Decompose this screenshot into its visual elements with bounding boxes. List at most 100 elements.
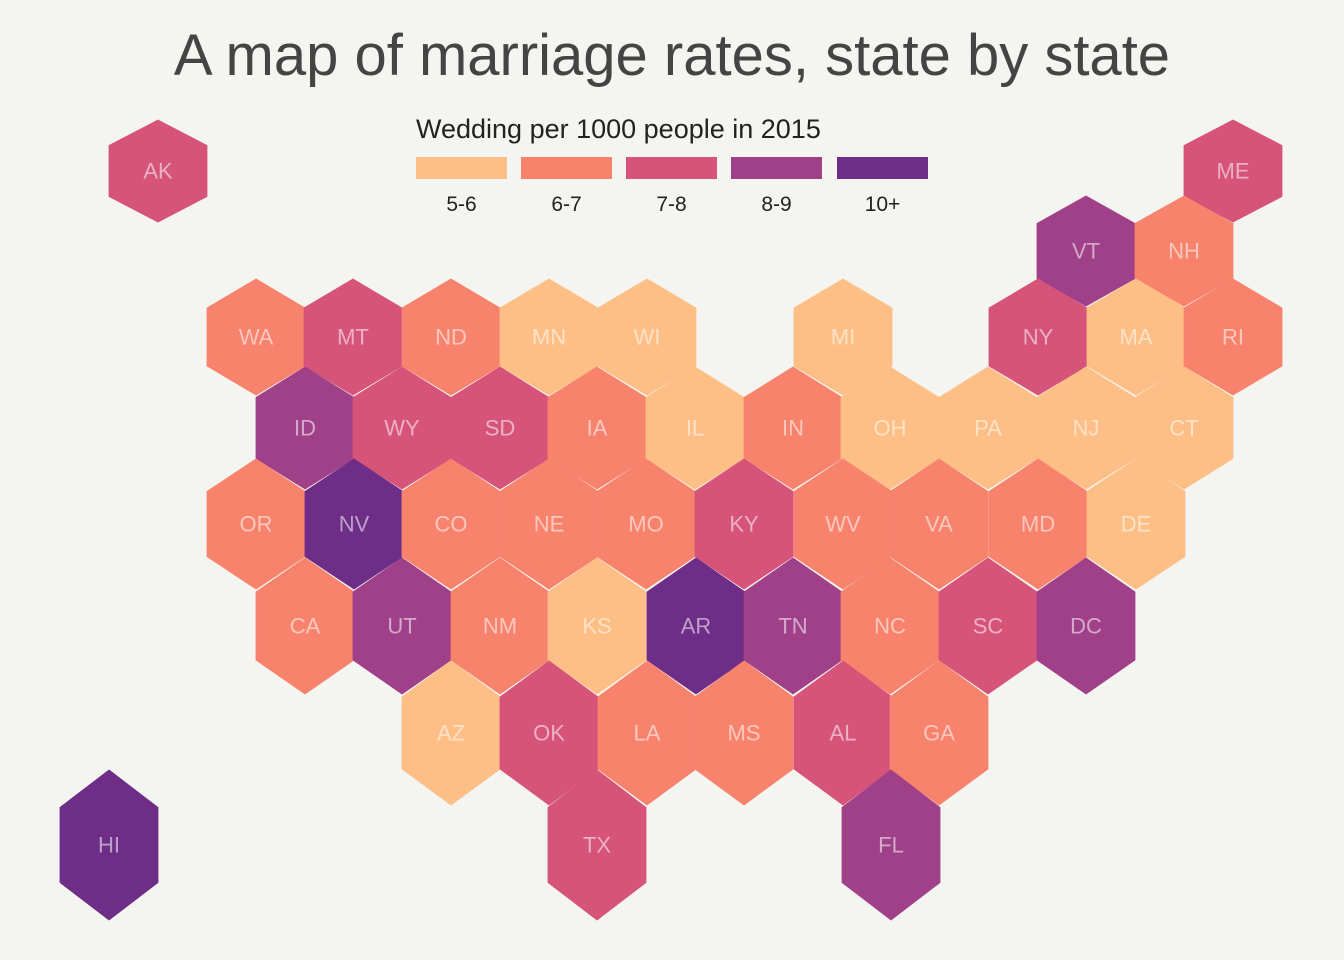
state-label: AR [681,614,712,639]
state-label: CO [435,512,468,537]
state-label: KY [729,512,759,537]
state-hex-wi: WI [597,278,697,396]
state-hex-mo: MO [596,458,696,590]
state-hex-ri: RI [1183,278,1283,396]
state-hex-ms: MS [694,660,794,806]
state-hex-sd: SD [450,366,550,490]
state-label: PA [974,416,1002,441]
hex-shape [547,769,647,921]
hex-shape [108,119,208,223]
state-label: NM [483,614,517,639]
state-label: MN [532,325,566,350]
state-hex-wv: WV [793,458,893,590]
state-hex-sc: SC [938,557,1038,695]
state-label: VA [925,512,953,537]
state-hex-ok: OK [499,660,599,806]
state-hex-nh: NH [1134,195,1234,307]
state-label: KS [582,614,611,639]
hex-shape [694,660,794,806]
state-hex-ny: NY [988,278,1088,396]
hex-shape [547,557,647,695]
state-label: AZ [437,721,465,746]
state-label: NE [534,512,565,537]
hex-shape [694,458,794,590]
state-hex-de: DE [1086,458,1186,590]
state-hex-la: LA [597,660,697,806]
state-label: NC [874,614,906,639]
hex-shape [59,769,159,921]
state-hex-wa: WA [206,278,306,396]
state-hex-wy: WY [352,366,452,490]
state-hex-oh: OH [840,366,940,490]
state-label: IA [587,416,608,441]
state-hex-pa: PA [938,366,1038,490]
state-label: MD [1021,512,1055,537]
state-hex-in: IN [743,366,843,490]
hex-shape [889,458,989,590]
state-label: ME [1217,159,1250,184]
state-label: GA [923,721,955,746]
legend-title: Wedding per 1000 people in 2015 [416,114,821,144]
state-label: FL [878,833,904,858]
state-hex-ia: IA [547,366,647,490]
legend-label: 10+ [864,193,901,216]
state-hex-ks: KS [547,557,647,695]
state-label: NJ [1073,416,1100,441]
legend-label: 6-7 [551,193,582,216]
state-hex-ak: AK [108,119,208,223]
state-label: HI [98,833,120,858]
state-label: MA [1120,325,1153,350]
state-label: WY [384,416,420,441]
hex-shape [1134,195,1234,307]
state-hex-me: ME [1183,119,1283,223]
hex-shape [1183,119,1283,223]
state-hex-ca: CA [255,557,355,695]
legend-label: 7-8 [656,193,687,216]
state-hex-ga: GA [889,660,989,806]
state-hex-il: IL [645,366,745,490]
state-hex-ky: KY [694,458,794,590]
state-hex-nc: NC [840,557,940,695]
state-label: WV [825,512,861,537]
state-hex-va: VA [889,458,989,590]
legend-swatch-8-9 [731,157,822,179]
state-label: CT [1169,416,1198,441]
legend-swatch-7-8 [626,157,717,179]
state-label: OH [874,416,907,441]
legend-swatch-6-7 [521,157,612,179]
legend-swatch-10-plus [837,157,928,179]
state-label: SC [973,614,1004,639]
state-hex-nv: NV [304,458,404,590]
state-hex-nm: NM [450,557,550,695]
state-label: SD [485,416,516,441]
state-hex-mi: MI [793,278,893,396]
state-hex-ar: AR [646,557,746,695]
state-label: DC [1070,614,1102,639]
state-hex-co: CO [401,458,501,590]
hex-shape [841,769,941,921]
state-label: WA [239,325,274,350]
state-label: UT [387,614,416,639]
state-label: AK [143,159,173,184]
chart-title: A map of marriage rates, state by state [173,23,1171,88]
hex-shape [1183,278,1283,396]
state-label: RI [1222,325,1244,350]
state-label: ID [294,416,316,441]
state-label: MT [337,325,369,350]
state-hex-dc: DC [1036,557,1136,695]
state-hex-or: OR [206,458,306,590]
state-hex-md: MD [988,458,1088,590]
hex-shape [889,660,989,806]
state-label: MI [831,325,855,350]
state-hex-tx: TX [547,769,647,921]
legend-label: 8-9 [761,193,792,216]
state-hex-ma: MA [1086,278,1186,396]
legend-label: 5-6 [446,193,477,216]
state-label: VT [1072,239,1100,264]
state-label: AL [830,721,857,746]
state-hex-ct: CT [1134,366,1234,490]
state-label: TN [778,614,807,639]
state-label: DE [1121,512,1152,537]
state-label: TX [583,833,611,858]
